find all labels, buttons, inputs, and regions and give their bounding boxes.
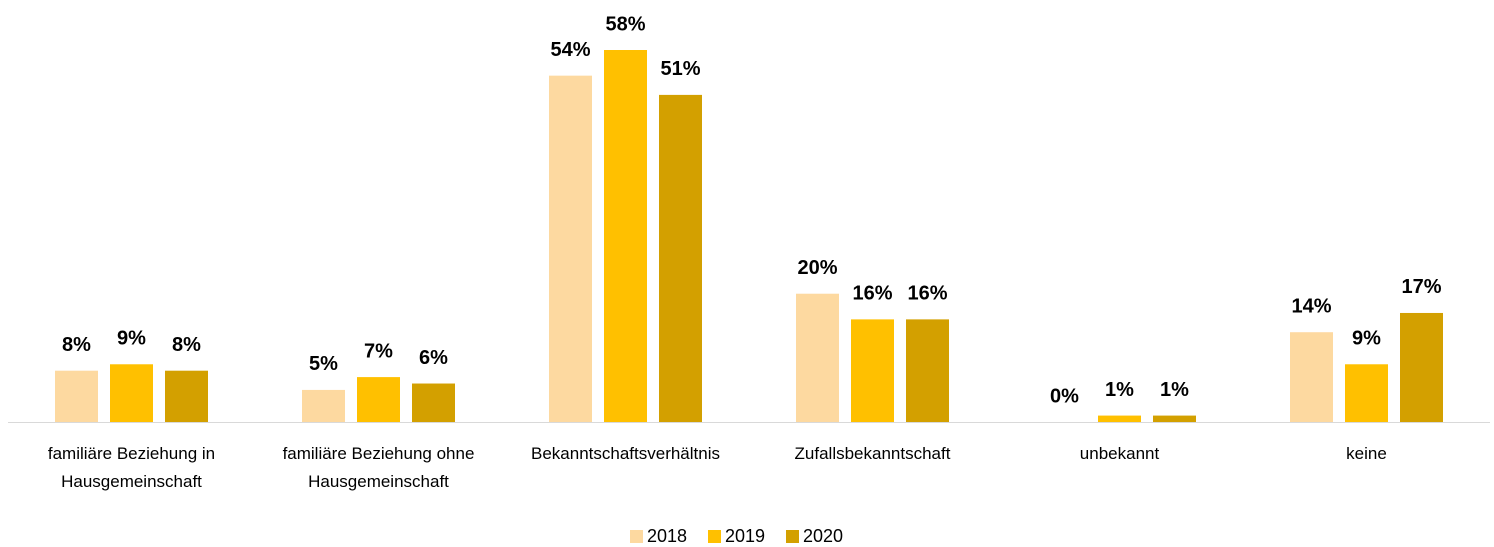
value-label: 51% — [660, 58, 700, 80]
bar — [357, 377, 400, 422]
value-label: 6% — [419, 347, 448, 369]
value-label: 9% — [117, 328, 146, 350]
x-tick-label: Bekanntschaftsverhältnis — [531, 444, 720, 463]
bar — [110, 364, 153, 422]
bar — [302, 389, 345, 422]
value-label: 58% — [605, 13, 645, 35]
bar — [851, 319, 894, 422]
x-tick-label: unbekannt — [1079, 444, 1160, 463]
value-label: 16% — [852, 283, 892, 305]
value-label: 14% — [1291, 295, 1331, 317]
legend-label: 2019 — [725, 526, 765, 546]
x-tick-label: familiäre Beziehung in Hausgemeinschaft — [47, 444, 216, 491]
value-label: 1% — [1160, 379, 1189, 401]
bar — [1345, 364, 1388, 422]
bar — [1400, 312, 1443, 422]
legend-swatch — [708, 530, 721, 543]
bar — [549, 75, 592, 422]
x-tick-label: Zufallsbekanntschaft — [794, 444, 951, 463]
legend-swatch — [786, 530, 799, 543]
bar — [165, 370, 208, 422]
bar — [1098, 415, 1141, 422]
value-label: 5% — [309, 353, 338, 375]
value-label: 20% — [797, 257, 837, 279]
x-tick-label: familiäre Beziehung ohne Hausgemeinschaf… — [282, 444, 475, 491]
value-label: 16% — [907, 283, 947, 305]
bar — [55, 370, 98, 422]
legend-label: 2018 — [647, 526, 687, 546]
value-label: 17% — [1401, 276, 1441, 298]
value-label: 1% — [1105, 379, 1134, 401]
bar — [1153, 415, 1196, 422]
legend-swatch — [630, 530, 643, 543]
value-label: 8% — [62, 334, 91, 356]
value-label: 8% — [172, 334, 201, 356]
bar — [412, 383, 455, 422]
value-label: 0% — [1050, 385, 1079, 407]
x-tick-label: keine — [1346, 444, 1387, 463]
value-label: 54% — [550, 39, 590, 61]
bar — [796, 293, 839, 422]
bar — [659, 94, 702, 423]
value-label: 9% — [1352, 328, 1381, 350]
bar — [906, 319, 949, 422]
legend-label: 2020 — [803, 526, 843, 546]
bar — [604, 50, 647, 422]
bar — [1290, 332, 1333, 422]
value-label: 7% — [364, 340, 393, 362]
